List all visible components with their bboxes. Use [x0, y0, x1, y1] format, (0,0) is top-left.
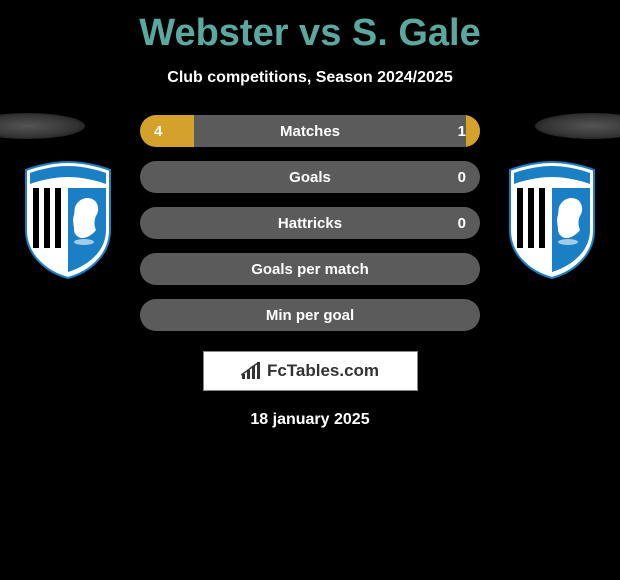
stat-label: Goals: [140, 169, 480, 186]
stat-value-right: 1: [458, 123, 466, 140]
stat-row-matches: 4 Matches 1: [140, 115, 480, 147]
player-shadow-left: [0, 113, 85, 139]
stats-container: 4 Matches 1 Goals 0 Hattricks 0 Goals pe…: [140, 115, 480, 331]
subtitle: Club competitions, Season 2024/2025: [0, 69, 620, 87]
stat-label: Min per goal: [140, 307, 480, 324]
stat-label: Goals per match: [140, 261, 480, 278]
brand-text: FcTables.com: [267, 361, 379, 381]
stat-label: Hattricks: [140, 215, 480, 232]
stat-row-min-per-goal: Min per goal: [140, 299, 480, 331]
player-shadow-right: [535, 113, 620, 139]
stat-value-right: 0: [458, 215, 466, 232]
stat-row-hattricks: Hattricks 0: [140, 207, 480, 239]
brand-box[interactable]: FcTables.com: [203, 351, 418, 391]
club-badge-left: [18, 160, 118, 280]
page-title: Webster vs S. Gale: [0, 0, 620, 55]
date-label: 18 january 2025: [0, 411, 620, 429]
stat-label: Matches: [140, 123, 480, 140]
club-badge-right: [502, 160, 602, 280]
stat-value-right: 0: [458, 169, 466, 186]
comparison-content: 4 Matches 1 Goals 0 Hattricks 0 Goals pe…: [0, 115, 620, 429]
stat-row-goals: Goals 0: [140, 161, 480, 193]
stat-row-goals-per-match: Goals per match: [140, 253, 480, 285]
bar-chart-icon: [241, 362, 263, 380]
